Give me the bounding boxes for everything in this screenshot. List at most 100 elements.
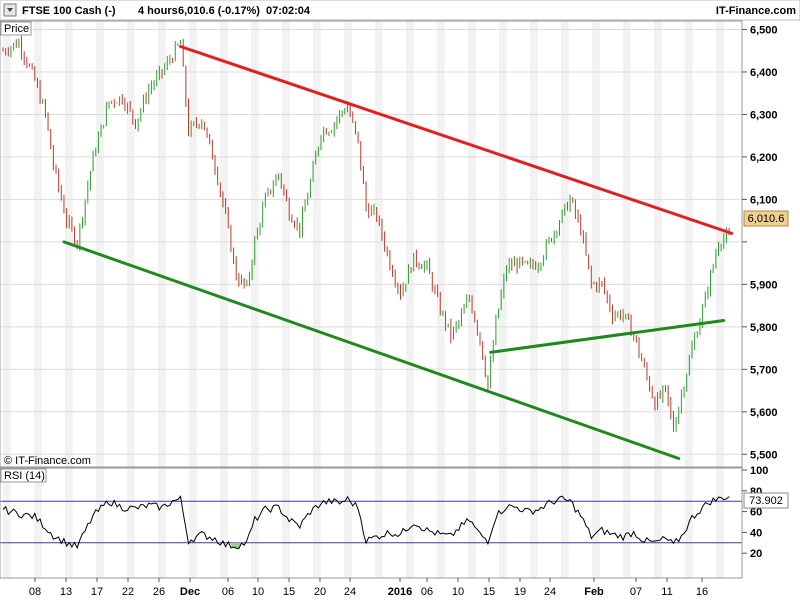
price-panel-border bbox=[0, 20, 743, 468]
day-stripe bbox=[375, 468, 383, 578]
day-stripe bbox=[344, 468, 352, 578]
time-tick-label: 24 bbox=[344, 586, 356, 598]
day-stripe bbox=[158, 468, 166, 578]
time-tick-label: 06 bbox=[421, 586, 433, 598]
time-tick-label: 22 bbox=[122, 586, 134, 598]
last-price-label: 6,010.6 bbox=[748, 213, 785, 225]
day-stripe bbox=[530, 21, 538, 467]
trendline-lower-support bbox=[62, 240, 681, 461]
trendline-resistance bbox=[179, 44, 734, 235]
day-stripe bbox=[468, 468, 476, 578]
brand-name: IT-Finance.com bbox=[716, 5, 796, 17]
day-stripe bbox=[158, 21, 166, 467]
day-stripe bbox=[375, 21, 383, 467]
time-tick-label: 07 bbox=[630, 586, 642, 598]
time-tick-label: Feb bbox=[584, 586, 604, 598]
rsi-tick-label: 40 bbox=[750, 527, 762, 539]
price-tick-label: 5,800 bbox=[750, 322, 778, 334]
price-tick-label: 6,300 bbox=[750, 109, 778, 121]
price-axis: 5,500 5,600 5,700 5,800 5,900 6,100 6,200 6,300… bbox=[742, 24, 778, 461]
day-stripe bbox=[34, 21, 42, 467]
trendlines bbox=[62, 44, 734, 461]
price-tick-label: 5,500 bbox=[750, 449, 778, 461]
day-stripe bbox=[127, 21, 135, 467]
day-stripe bbox=[654, 21, 662, 467]
current-quote: 6,010.6 (-0.17%) bbox=[178, 5, 260, 17]
last-price-box bbox=[743, 210, 789, 227]
rsi-tick-label: 60 bbox=[750, 507, 762, 519]
day-stripe bbox=[530, 468, 538, 578]
price-tick-label: 6,400 bbox=[750, 67, 778, 79]
time-tick-label: 08 bbox=[29, 586, 41, 598]
header-bar bbox=[0, 0, 800, 21]
time-tick-label: 10 bbox=[252, 586, 264, 598]
watermark: © IT-Finance.com bbox=[4, 455, 91, 467]
day-stripe bbox=[313, 21, 321, 467]
time-tick-label: 20 bbox=[314, 586, 326, 598]
price-panel bbox=[0, 21, 742, 467]
day-stripe bbox=[96, 21, 104, 467]
day-stripe bbox=[220, 468, 228, 578]
price-tick-label: 5,600 bbox=[750, 407, 778, 419]
rsi-last-value: 73.902 bbox=[749, 495, 783, 507]
price-gridlines bbox=[0, 28, 742, 455]
day-stripe bbox=[437, 468, 445, 578]
day-stripe bbox=[499, 21, 507, 467]
day-stripe bbox=[251, 468, 259, 578]
day-stripe bbox=[406, 468, 414, 578]
price-label-box bbox=[0, 21, 32, 36]
time-tick-label: 06 bbox=[222, 586, 234, 598]
price-tick-label: 6,200 bbox=[750, 152, 778, 164]
price-tick-label: 5,700 bbox=[750, 364, 778, 376]
time-tick-label: 13 bbox=[60, 586, 72, 598]
day-stripe bbox=[654, 468, 662, 578]
day-stripe bbox=[3, 21, 11, 467]
rsi-bands bbox=[0, 500, 742, 544]
day-stripe bbox=[127, 468, 135, 578]
rsi-label-box bbox=[0, 468, 47, 483]
time-tick-label: 16 bbox=[696, 586, 708, 598]
day-stripe bbox=[437, 21, 445, 467]
day-stripe bbox=[499, 468, 507, 578]
price-panel-label: Price bbox=[4, 23, 29, 35]
instrument-name: FTSE 100 Cash (-) bbox=[22, 5, 116, 17]
rsi-line bbox=[2, 495, 730, 550]
candles bbox=[2, 35, 730, 432]
day-stripe bbox=[189, 21, 197, 467]
rsi-panel-border bbox=[0, 467, 743, 579]
trendline-inner-support bbox=[489, 318, 726, 354]
quote-time: 07:02:04 bbox=[266, 5, 311, 17]
day-stripe bbox=[96, 468, 104, 578]
time-tick-label: 24 bbox=[544, 586, 556, 598]
time-tick-label: 11 bbox=[661, 586, 672, 598]
price-tick-label: 6,500 bbox=[750, 24, 778, 36]
day-stripe bbox=[592, 468, 600, 578]
time-axis: 08 13 17 22 26 Dec 06 10 15 20 24 2016 06 10 15 19 24 Feb… bbox=[29, 578, 708, 598]
day-stripe bbox=[34, 468, 42, 578]
day-stripe bbox=[3, 468, 11, 578]
time-tick-label: 15 bbox=[283, 586, 295, 598]
timeframe: 4 hours bbox=[138, 5, 178, 17]
day-stripe bbox=[65, 468, 73, 578]
day-stripe bbox=[282, 21, 290, 467]
day-stripe bbox=[561, 21, 569, 467]
day-stripe bbox=[561, 468, 569, 578]
rsi-panel bbox=[0, 468, 742, 578]
time-tick-label: 10 bbox=[452, 586, 464, 598]
day-stripe bbox=[685, 21, 693, 467]
day-stripe bbox=[623, 468, 631, 578]
rsi-tick-label: 20 bbox=[750, 548, 762, 560]
rsi-value-box bbox=[743, 492, 789, 509]
day-stripe bbox=[313, 468, 321, 578]
day-stripe bbox=[406, 21, 414, 467]
time-tick-label: 19 bbox=[514, 586, 526, 598]
price-tick-label: 5,900 bbox=[750, 279, 778, 291]
day-stripe bbox=[592, 21, 600, 467]
day-stripe bbox=[716, 468, 724, 578]
day-stripe bbox=[189, 468, 197, 578]
time-tick-label: 2016 bbox=[388, 586, 412, 598]
time-tick-label: 17 bbox=[91, 586, 103, 598]
time-tick-label: 26 bbox=[153, 586, 165, 598]
